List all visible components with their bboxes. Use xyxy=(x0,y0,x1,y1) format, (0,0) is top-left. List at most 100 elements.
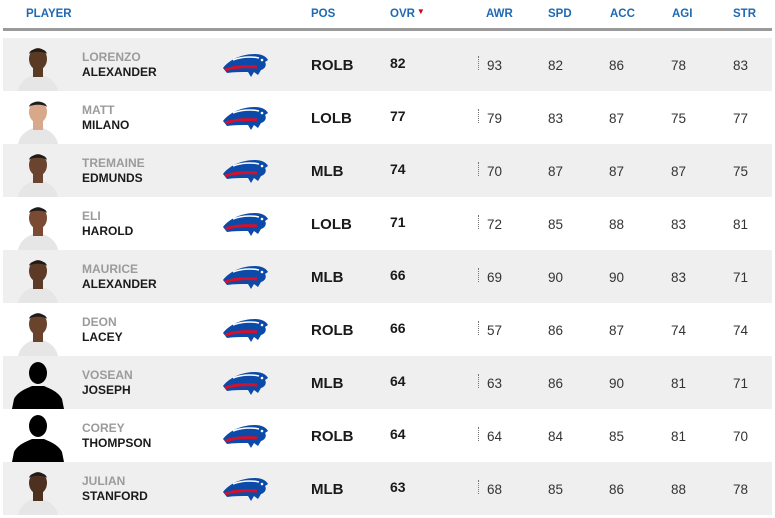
player-name[interactable]: JULIAN STANFORD xyxy=(82,474,148,504)
player-last-name: ALEXANDER xyxy=(82,65,157,79)
player-name[interactable]: ELI HAROLD xyxy=(82,209,133,239)
player-spd: 86 xyxy=(548,376,564,391)
player-spd: 85 xyxy=(548,482,564,497)
player-last-name: THOMPSON xyxy=(82,436,152,450)
sort-down-arrow-icon: ▼ xyxy=(416,7,425,16)
player-name[interactable]: DEON LACEY xyxy=(82,315,123,345)
table-row[interactable]: ELI HAROLD LOLB 71 72 85 88 83 81 xyxy=(3,197,772,250)
table-row[interactable]: VOSEAN JOSEPH MLB 64 63 86 90 81 71 xyxy=(3,356,772,409)
player-name[interactable]: MAURICE ALEXANDER xyxy=(82,262,157,292)
player-position: ROLB xyxy=(311,57,354,74)
player-acc: 87 xyxy=(609,164,625,179)
column-separator xyxy=(478,109,479,123)
player-photo xyxy=(12,200,64,250)
bison-logo-icon xyxy=(221,210,269,238)
table-row[interactable]: TREMAINE EDMUNDS MLB 74 70 87 87 87 75 xyxy=(3,144,772,197)
header-ovr[interactable]: OVR ▼ xyxy=(390,7,425,20)
column-separator xyxy=(478,427,479,441)
table-row[interactable]: MATT MILANO LOLB 77 79 83 87 75 77 xyxy=(3,91,772,144)
player-photo xyxy=(12,147,64,197)
player-name[interactable]: VOSEAN JOSEPH xyxy=(82,368,133,398)
player-str: 78 xyxy=(733,482,749,497)
player-last-name: LACEY xyxy=(82,330,123,344)
player-acc: 88 xyxy=(609,217,625,232)
player-agi: 83 xyxy=(671,217,687,232)
player-name[interactable]: LORENZO ALEXANDER xyxy=(82,50,157,80)
player-awr: 64 xyxy=(487,429,503,444)
player-spd: 83 xyxy=(548,111,564,126)
table-row[interactable]: DEON LACEY ROLB 66 57 86 87 74 74 xyxy=(3,303,772,356)
player-agi: 78 xyxy=(671,58,687,73)
header-acc[interactable]: ACC xyxy=(610,8,635,20)
player-ovr: 74 xyxy=(390,161,406,177)
player-ovr: 66 xyxy=(390,320,406,336)
player-photo xyxy=(12,41,64,91)
player-name[interactable]: MATT MILANO xyxy=(82,103,129,133)
table-row[interactable]: LORENZO ALEXANDER ROLB 82 93 82 86 78 83 xyxy=(3,38,772,91)
player-spd: 87 xyxy=(548,164,564,179)
player-agi: 81 xyxy=(671,429,687,444)
header-pos[interactable]: POS xyxy=(311,8,336,20)
player-name[interactable]: TREMAINE EDMUNDS xyxy=(82,156,145,186)
player-ovr: 71 xyxy=(390,214,406,230)
player-acc: 85 xyxy=(609,429,625,444)
header-player[interactable]: PLAYER xyxy=(26,8,72,20)
player-str: 83 xyxy=(733,58,749,73)
bison-logo-icon xyxy=(221,263,269,291)
bison-logo-icon xyxy=(221,422,269,450)
player-table: LORENZO ALEXANDER ROLB 82 93 82 86 78 83 MATT MILA… xyxy=(3,38,772,515)
player-first-name: COREY xyxy=(82,421,125,435)
column-separator xyxy=(478,374,479,388)
player-photo xyxy=(12,306,64,356)
player-ovr: 63 xyxy=(390,479,406,495)
bison-logo-icon xyxy=(221,475,269,503)
player-str: 75 xyxy=(733,164,749,179)
header-spd[interactable]: SPD xyxy=(548,8,572,20)
player-agi: 75 xyxy=(671,111,687,126)
column-separator xyxy=(478,268,479,282)
player-agi: 87 xyxy=(671,164,687,179)
bison-logo-icon xyxy=(221,316,269,344)
player-spd: 82 xyxy=(548,58,564,73)
player-acc: 90 xyxy=(609,270,625,285)
header-divider xyxy=(3,28,772,31)
player-ovr: 64 xyxy=(390,373,406,389)
player-agi: 83 xyxy=(671,270,687,285)
player-first-name: LORENZO xyxy=(82,50,141,64)
player-awr: 79 xyxy=(487,111,503,126)
player-photo xyxy=(12,94,64,144)
bison-logo-icon xyxy=(221,104,269,132)
header-awr[interactable]: AWR xyxy=(486,8,513,20)
table-row[interactable]: JULIAN STANFORD MLB 63 68 85 86 88 78 xyxy=(3,462,772,515)
player-first-name: TREMAINE xyxy=(82,156,145,170)
player-first-name: JULIAN xyxy=(82,474,126,488)
player-position: LOLB xyxy=(311,110,352,127)
player-position: ROLB xyxy=(311,428,354,445)
player-acc: 87 xyxy=(609,111,625,126)
player-name[interactable]: COREY THOMPSON xyxy=(82,421,151,451)
player-str: 71 xyxy=(733,270,749,285)
player-awr: 70 xyxy=(487,164,503,179)
player-last-name: STANFORD xyxy=(82,489,148,503)
player-awr: 72 xyxy=(487,217,503,232)
player-str: 70 xyxy=(733,429,749,444)
player-str: 74 xyxy=(733,323,749,338)
player-ovr: 82 xyxy=(390,55,406,71)
player-str: 81 xyxy=(733,217,749,232)
header-str[interactable]: STR xyxy=(733,8,756,20)
table-row[interactable]: COREY THOMPSON ROLB 64 64 84 85 81 70 xyxy=(3,409,772,462)
column-separator xyxy=(478,215,479,229)
player-last-name: EDMUNDS xyxy=(82,171,143,185)
player-last-name: HAROLD xyxy=(82,224,134,238)
player-photo xyxy=(12,253,64,303)
player-photo xyxy=(12,465,64,515)
table-row[interactable]: MAURICE ALEXANDER MLB 66 69 90 90 83 71 xyxy=(3,250,772,303)
player-agi: 81 xyxy=(671,376,687,391)
player-last-name: ALEXANDER xyxy=(82,277,157,291)
player-first-name: MATT xyxy=(82,103,115,117)
player-first-name: DEON xyxy=(82,315,117,329)
player-last-name: MILANO xyxy=(82,118,130,132)
bison-logo-icon xyxy=(221,157,269,185)
header-agi[interactable]: AGI xyxy=(672,8,693,20)
player-agi: 74 xyxy=(671,323,687,338)
